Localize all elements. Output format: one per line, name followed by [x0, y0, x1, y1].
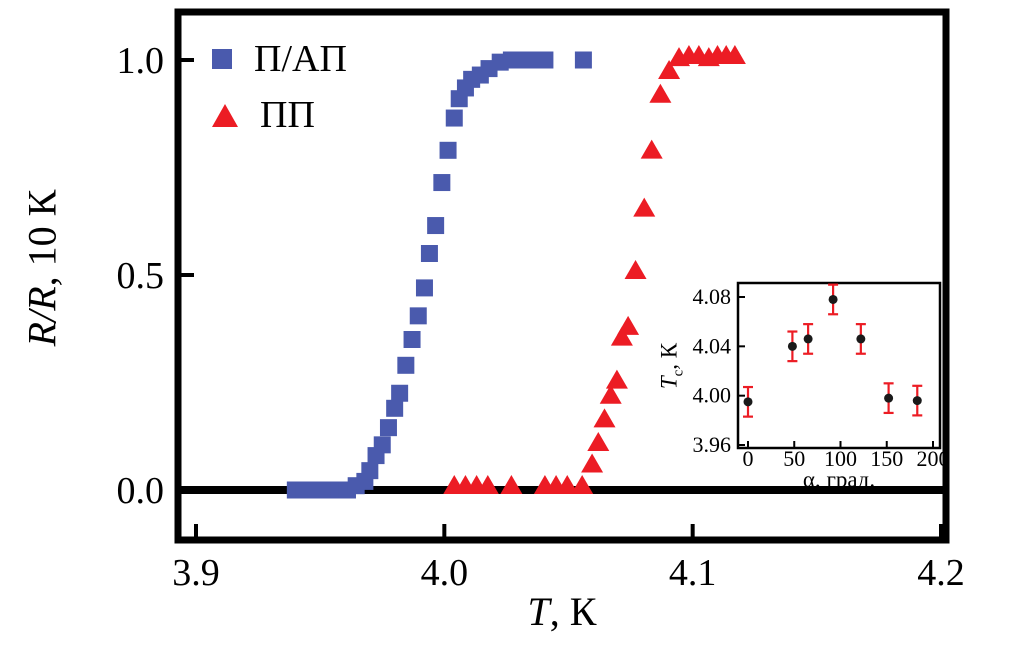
- y-axis-title-symbol: R/R: [19, 286, 65, 347]
- inset-y-tick-label: 3.96: [693, 432, 732, 457]
- inset-y-axis-title-unit: , К: [656, 342, 682, 370]
- data-point-triangle: [556, 475, 579, 494]
- data-point-triangle: [723, 45, 746, 64]
- inset-data-point: [912, 396, 922, 406]
- y-axis-title: R/R, 10 К: [19, 190, 66, 347]
- data-point-triangle: [587, 432, 610, 451]
- inset-y-tick-label: 4.00: [693, 383, 732, 408]
- data-point-square: [361, 462, 379, 480]
- x-tick-label: 3.9: [172, 552, 220, 594]
- y-tick-label: 1.0: [117, 40, 165, 82]
- inset-frame: [736, 281, 942, 450]
- data-point-triangle: [633, 197, 656, 217]
- triangle-marker-icon: [212, 103, 238, 127]
- legend-label-pp: ПП: [260, 94, 315, 136]
- inset-data-point: [884, 393, 894, 403]
- data-point-square: [433, 174, 451, 192]
- data-point-square: [415, 279, 433, 297]
- data-point-triangle: [649, 83, 672, 103]
- data-point-square: [427, 217, 445, 235]
- inset-x-axis-title: α, град.: [738, 467, 940, 493]
- data-point-square: [574, 51, 592, 69]
- data-point-square: [397, 356, 415, 374]
- data-point-square: [409, 307, 427, 325]
- x-tick-label: 4.1: [669, 552, 717, 594]
- data-point-triangle: [640, 139, 663, 159]
- data-point-square: [391, 384, 409, 402]
- data-point-triangle: [605, 369, 628, 389]
- data-point-square: [420, 245, 438, 262]
- data-point-triangle: [500, 475, 523, 494]
- inset-x-tick-label: 50: [783, 446, 805, 471]
- inset-x-tick-label: 0: [743, 446, 754, 471]
- data-point-triangle: [581, 453, 604, 473]
- x-tick-label: 4.2: [917, 552, 965, 594]
- y-tick-label: 0.5: [117, 255, 165, 297]
- x-tick-label: 4.0: [421, 552, 469, 594]
- data-point-triangle: [617, 315, 640, 335]
- data-point-square: [403, 331, 421, 348]
- legend: П/АП ПП: [212, 36, 347, 138]
- inset-y-axis-title-subscript: c: [670, 369, 687, 377]
- x-axis-title-symbol: T: [527, 589, 550, 634]
- data-point-square: [386, 399, 404, 417]
- data-point-square: [373, 436, 391, 454]
- inset-x-tick-label: 150: [870, 446, 903, 471]
- legend-item-pp: ПП: [212, 92, 347, 138]
- data-point-square: [439, 141, 457, 159]
- inset-data-point: [803, 334, 813, 344]
- x-axis-title: T, К: [178, 588, 946, 635]
- data-point-square: [379, 419, 397, 437]
- x-axis-title-unit: , К: [549, 589, 597, 634]
- inset-x-tick-label: 100: [824, 446, 857, 471]
- square-marker-icon: [212, 49, 232, 69]
- inset-data-point: [743, 397, 753, 407]
- inset-data-point: [856, 334, 866, 344]
- y-tick-label: 0.0: [117, 470, 165, 512]
- data-point-triangle: [658, 60, 681, 80]
- data-point-triangle: [599, 384, 622, 404]
- y-axis-title-unit: , 10 К: [19, 189, 65, 287]
- inset-y-tick-label: 4.08: [693, 284, 732, 309]
- inset-y-axis-title: Tc, К: [657, 343, 688, 389]
- inset-data-point: [828, 294, 838, 304]
- data-point-square: [536, 51, 554, 69]
- inset-y-tick-label: 4.04: [693, 333, 732, 358]
- data-point-triangle: [610, 326, 633, 346]
- legend-item-p-ap: П/АП: [212, 36, 347, 82]
- data-point-triangle: [571, 475, 594, 494]
- data-point-triangle: [476, 475, 499, 494]
- inset-y-axis-title-symbol: T: [656, 376, 682, 390]
- inset-data-point: [787, 341, 797, 351]
- data-point-triangle: [624, 260, 647, 279]
- inset-x-axis-title-text: α, град.: [802, 467, 876, 492]
- inset-x-tick-label: 200: [917, 446, 950, 471]
- data-point-triangle: [593, 408, 616, 428]
- legend-label-p-ap: П/АП: [254, 38, 347, 80]
- data-point-square: [445, 109, 463, 127]
